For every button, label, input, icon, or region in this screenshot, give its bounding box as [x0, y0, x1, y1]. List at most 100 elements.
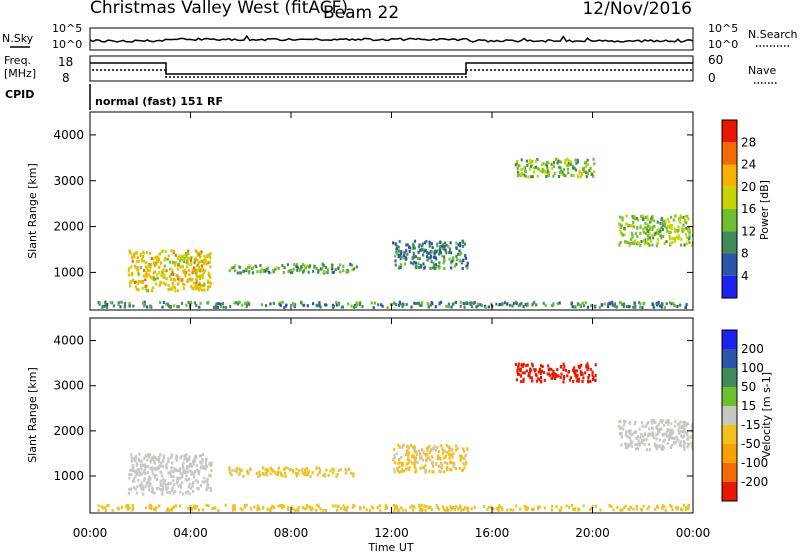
echo-cell-scatter-0530-1030 [344, 471, 347, 475]
echo-cell-near-range-echo [497, 507, 500, 511]
echo-cell-early-echo [175, 459, 178, 463]
echo-cell-scatter-1200-1500 [414, 255, 417, 259]
echo-cell-early-echo [128, 476, 131, 480]
echo-cell-scatter-2100-2400 [655, 447, 658, 451]
echo-cell-scatter-0530-1030 [339, 263, 342, 267]
echo-cell-scatter-2100-2400 [657, 432, 660, 435]
echo-cell-early-echo [200, 462, 203, 466]
echo-cell-scatter-1700-2000 [556, 161, 559, 165]
echo-cell-near-range-echo [185, 303, 188, 307]
echo-cell-early-ionospheric-echo [134, 285, 137, 289]
echo-cell-scatter-1700-2000 [529, 368, 532, 372]
echo-cell-near-range-echo [155, 506, 158, 509]
echo-cell-scatter-1700-2000 [523, 173, 526, 177]
echo-cell-early-echo [153, 460, 156, 464]
echo-cell-near-range-echo [268, 508, 271, 512]
echo-cell-scatter-2100-2400 [631, 235, 634, 239]
echo-cell-scatter-1200-1500 [462, 462, 465, 466]
echo-cell-scatter-2100-2400 [681, 435, 684, 439]
echo-cell-early-echo [138, 452, 141, 456]
echo-cell-near-range-echo [331, 303, 335, 307]
echo-cell-scatter-0530-1030 [327, 268, 330, 272]
echo-cell-scatter-1700-2000 [580, 363, 583, 367]
echo-cell-early-ionospheric-echo [199, 252, 202, 256]
echo-cell-near-range-echo [279, 303, 282, 307]
echo-cell-scatter-0530-1030 [249, 468, 252, 472]
echo-cell-near-range-echo [356, 303, 359, 307]
echo-cell-scatter-1200-1500 [412, 445, 415, 449]
echo-cell-early-echo [167, 460, 170, 464]
echo-cell-near-range-echo [265, 304, 268, 308]
echo-cell-scatter-2100-2400 [644, 221, 647, 225]
echo-cell-early-echo [166, 482, 169, 486]
echo-cell-scatter-0530-1030 [247, 271, 250, 275]
echo-cell-early-echo [162, 459, 165, 463]
echo-cell-scatter-1700-2000 [575, 369, 578, 373]
echo-cell-near-range-echo [579, 303, 582, 307]
echo-cell-early-echo [140, 472, 143, 476]
echo-cell-scatter-2100-2400 [669, 242, 672, 246]
echo-cell-near-range-echo [635, 507, 638, 511]
echo-cell-early-echo [167, 457, 170, 461]
echo-cell-near-range-echo [368, 508, 371, 512]
echo-cell-early-ionospheric-echo [145, 284, 148, 288]
echo-cell-near-range-echo [315, 503, 319, 507]
echo-cell-scatter-0530-1030 [230, 473, 233, 477]
echo-cell-early-echo [185, 453, 188, 457]
echo-cell-scatter-1200-1500 [398, 265, 401, 269]
echo-cell-near-range-echo [512, 508, 515, 512]
echo-cell-scatter-2100-2400 [659, 233, 662, 237]
echo-cell-scatter-2100-2400 [619, 241, 622, 244]
echo-cell-early-echo [193, 475, 196, 479]
echo-cell-scatter-1700-2000 [539, 370, 542, 373]
echo-cell-near-range-echo [207, 300, 210, 304]
echo-cell-early-echo [146, 458, 149, 462]
echo-cell-scatter-1700-2000 [546, 372, 549, 376]
echo-cell-early-ionospheric-echo [177, 267, 180, 271]
echo-cell-scatter-1200-1500 [406, 243, 409, 247]
echo-cell-near-range-echo [655, 302, 658, 305]
echo-cell-scatter-2100-2400 [652, 436, 656, 440]
echo-cell-scatter-1700-2000 [519, 367, 522, 371]
echo-cell-near-range-echo [639, 305, 642, 309]
echo-cell-near-range-echo [393, 509, 396, 512]
echo-cell-scatter-1700-2000 [533, 368, 536, 372]
echo-cell-early-echo [209, 474, 212, 478]
echo-cell-near-range-echo [175, 504, 178, 508]
colorbar-tick-200: 200 [741, 342, 764, 356]
echo-cell-early-echo [186, 479, 189, 482]
echo-cell-early-ionospheric-echo [170, 277, 173, 281]
echo-cell-early-ionospheric-echo [127, 273, 130, 277]
echo-cell-early-ionospheric-echo [145, 271, 148, 275]
echo-cell-early-echo [178, 469, 181, 473]
echo-cell-scatter-2100-2400 [687, 435, 690, 439]
echo-cell-scatter-2100-2400 [668, 434, 671, 438]
echo-cell-early-ionospheric-echo [135, 251, 138, 255]
echo-cell-scatter-0530-1030 [291, 270, 294, 274]
echo-cell-near-range-echo [106, 305, 109, 309]
echo-cell-early-echo [145, 454, 148, 458]
echo-cell-scatter-1700-2000 [576, 158, 579, 162]
echo-cell-scatter-1200-1500 [402, 443, 405, 447]
echo-cell-early-echo [143, 478, 146, 482]
echo-cell-scatter-1200-1500 [401, 464, 404, 468]
echo-cell-scatter-2100-2400 [626, 443, 629, 447]
echo-cell-early-echo [133, 479, 136, 483]
echo-cell-scatter-1700-2000 [585, 175, 588, 179]
echo-cell-scatter-1200-1500 [441, 246, 444, 250]
echo-cell-scatter-2100-2400 [662, 439, 665, 443]
echo-cell-scatter-1700-2000 [533, 166, 536, 170]
echo-cell-early-ionospheric-echo [136, 282, 139, 286]
echo-cell-near-range-echo [107, 504, 110, 508]
echo-cell-scatter-0530-1030 [320, 267, 323, 271]
colorbar-swatch [722, 425, 737, 444]
echo-cell-early-echo [155, 477, 159, 481]
echo-cell-scatter-1200-1500 [454, 466, 457, 470]
echo-cell-scatter-0530-1030 [355, 265, 358, 269]
ytick-label-2000: 2000 [53, 220, 84, 234]
echo-cell-early-echo [181, 466, 185, 470]
freq-tick-high: 18 [58, 55, 73, 69]
echo-cell-scatter-1200-1500 [429, 266, 432, 270]
echo-cell-early-ionospheric-echo [182, 254, 185, 258]
echo-cell-near-range-echo [452, 302, 455, 306]
